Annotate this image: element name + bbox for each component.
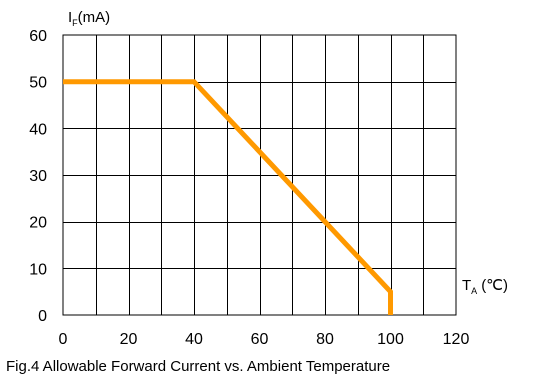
x-axis-label-unit: (℃) xyxy=(481,277,508,294)
series-layer xyxy=(63,79,393,315)
x-axis-label: TA (℃) xyxy=(462,277,508,296)
y-tick-label: 40 xyxy=(29,121,47,138)
y-tick-label: 10 xyxy=(29,261,47,278)
y-axis-label-main: I xyxy=(68,9,72,26)
plot-frame xyxy=(62,34,457,316)
x-tick-label: 20 xyxy=(120,331,138,348)
x-tick-label: 40 xyxy=(185,331,203,348)
y-axis-label-unit: (mA) xyxy=(78,9,111,26)
y-axis-label-sub: F xyxy=(72,18,78,28)
x-tick-label: 120 xyxy=(443,331,470,348)
y-tick-label: 60 xyxy=(29,28,47,45)
x-tick-label: 0 xyxy=(59,331,68,348)
y-tick-labels: 0 10 20 30 40 50 60 xyxy=(29,28,47,325)
y-tick-label: 20 xyxy=(29,215,47,232)
grid-lines xyxy=(63,35,456,315)
series-line xyxy=(63,79,393,315)
y-tick-label: 50 xyxy=(29,75,47,92)
x-axis-label-sub: A xyxy=(471,286,477,296)
x-tick-labels: 0 20 40 60 80 100 120 xyxy=(59,331,470,348)
chart-title: Fig.4 Allowable Forward Current vs. Ambi… xyxy=(6,358,390,375)
y-tick-label: 0 xyxy=(38,308,47,325)
x-tick-label: 100 xyxy=(377,331,404,348)
x-axis-label-main: T xyxy=(462,277,471,294)
y-tick-label: 30 xyxy=(29,168,47,185)
x-tick-label: 80 xyxy=(316,331,334,348)
x-tick-label: 60 xyxy=(251,331,269,348)
y-axis-label: IF(mA) xyxy=(68,9,110,28)
